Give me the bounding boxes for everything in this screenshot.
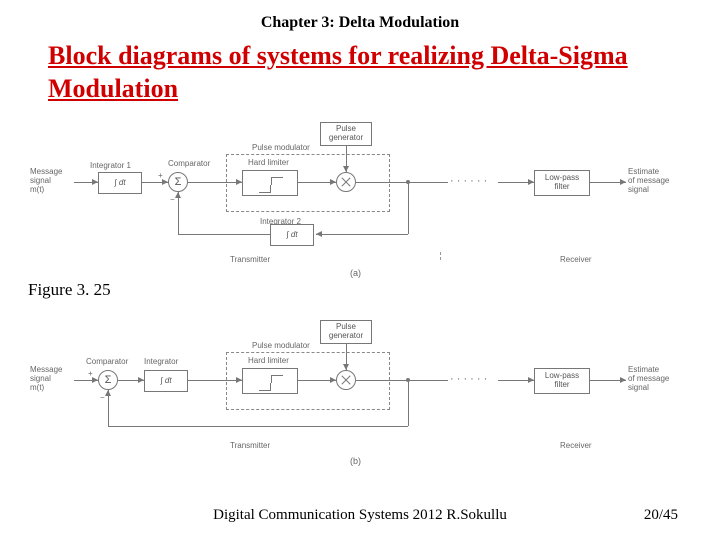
sub-b: (b) bbox=[350, 456, 361, 466]
chapter-header: Chapter 3: Delta Modulation bbox=[0, 0, 720, 32]
figure-caption: Figure 3. 25 bbox=[28, 280, 111, 300]
output-label: Estimateof messagesignal bbox=[628, 168, 682, 194]
comparator-label: Comparator bbox=[168, 160, 210, 169]
pulse-generator-block: Pulsegenerator bbox=[320, 122, 372, 146]
plus-sign: + bbox=[158, 172, 163, 181]
footer-page: 20/45 bbox=[644, 507, 678, 524]
integrator2-block: ∫ dt bbox=[270, 224, 314, 246]
integrator1-block: ∫ dt bbox=[98, 172, 142, 194]
plus-sign-b: + bbox=[88, 370, 93, 379]
channel-dots: · · · · · · bbox=[450, 175, 487, 187]
integrator-block-b: ∫ dt bbox=[144, 370, 188, 392]
summer: Σ bbox=[168, 172, 188, 192]
diagram-b: Messagesignalm(t) Comparator Σ + − Integ… bbox=[30, 320, 690, 480]
rx-label-b: Receiver bbox=[560, 442, 592, 451]
channel-dots-b: · · · · · · bbox=[450, 373, 487, 385]
int1-label: Integrator 1 bbox=[90, 162, 131, 171]
hard-limiter-label-b: Hard limiter bbox=[248, 357, 289, 366]
pulse-generator-block-b: Pulsegenerator bbox=[320, 320, 372, 344]
hard-limiter-block bbox=[242, 170, 298, 196]
minus-sign: − bbox=[170, 196, 175, 205]
multiplier-b bbox=[336, 370, 356, 390]
tx-label: Transmitter bbox=[230, 256, 270, 265]
pulse-modulator-label: Pulse modulator bbox=[252, 144, 310, 153]
sub-a: (a) bbox=[350, 268, 361, 278]
output-label-b: Estimateof messagesignal bbox=[628, 366, 682, 392]
pulse-modulator-label-b: Pulse modulator bbox=[252, 342, 310, 351]
minus-sign-b: − bbox=[100, 394, 105, 403]
tx-label-b: Transmitter bbox=[230, 442, 270, 451]
rx-label: Receiver bbox=[560, 256, 592, 265]
summer-b: Σ bbox=[98, 370, 118, 390]
diagram-a: Messagesignalm(t) Integrator 1 ∫ dt Comp… bbox=[30, 122, 690, 282]
hard-limiter-label: Hard limiter bbox=[248, 159, 289, 168]
comparator-label-b: Comparator bbox=[86, 358, 128, 367]
int-label-b: Integrator bbox=[144, 358, 178, 367]
multiplier bbox=[336, 172, 356, 192]
input-label: Messagesignalm(t) bbox=[30, 168, 74, 194]
footer-center: Digital Communication Systems 2012 R.Sok… bbox=[0, 507, 720, 524]
lpf-block-b: Low-passfilter bbox=[534, 368, 590, 394]
hard-limiter-block-b bbox=[242, 368, 298, 394]
input-label-b: Messagesignalm(t) bbox=[30, 366, 74, 392]
lpf-block: Low-passfilter bbox=[534, 170, 590, 196]
page-title: Block diagrams of systems for realizing … bbox=[0, 32, 720, 115]
